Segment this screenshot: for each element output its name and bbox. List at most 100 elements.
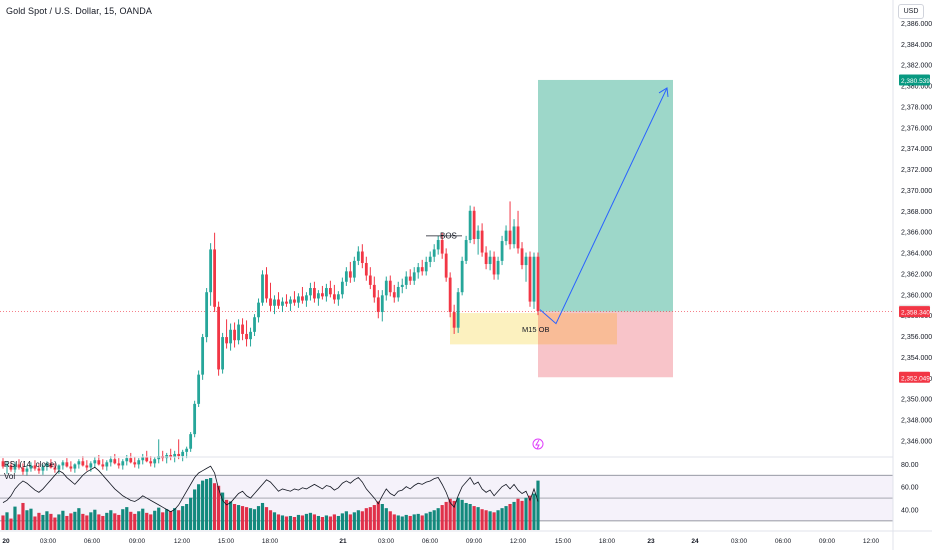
candle-body[interactable] xyxy=(468,210,472,241)
volume-bar[interactable] xyxy=(304,513,309,530)
target-zone[interactable] xyxy=(538,79,673,312)
volume-bar[interactable] xyxy=(149,514,153,530)
volume-bar[interactable] xyxy=(488,511,492,530)
volume-bar[interactable] xyxy=(316,515,321,530)
candle-body[interactable] xyxy=(520,248,524,266)
volume-bar[interactable] xyxy=(69,513,73,530)
volume-bar[interactable] xyxy=(332,514,336,530)
volume-bar[interactable] xyxy=(101,515,105,530)
volume-bar[interactable] xyxy=(340,513,344,530)
candle-body[interactable] xyxy=(464,240,468,261)
volume-bar[interactable] xyxy=(61,510,65,530)
volume-bar[interactable] xyxy=(508,504,512,530)
currency-button[interactable]: USD xyxy=(898,4,924,19)
candle-body[interactable] xyxy=(113,459,117,464)
volume-bar[interactable] xyxy=(512,501,516,530)
volume-bar[interactable] xyxy=(81,513,85,530)
volume-bar[interactable] xyxy=(464,502,468,530)
candle-body[interactable] xyxy=(332,294,336,300)
candle-body[interactable] xyxy=(432,249,436,257)
price-badge[interactable] xyxy=(899,371,930,383)
candle-body[interactable] xyxy=(380,295,384,313)
candle-body[interactable] xyxy=(21,467,25,472)
candle-body[interactable] xyxy=(153,459,157,464)
volume-bar[interactable] xyxy=(396,515,400,530)
candle-body[interactable] xyxy=(460,260,464,293)
candle-body[interactable] xyxy=(289,299,292,304)
candle-body[interactable] xyxy=(33,465,37,469)
candle-body[interactable] xyxy=(336,294,340,300)
volume-bar[interactable] xyxy=(400,516,404,530)
volume-bar[interactable] xyxy=(244,507,249,530)
volume-bar[interactable] xyxy=(252,509,257,530)
volume-bar[interactable] xyxy=(93,509,97,530)
volume-bar[interactable] xyxy=(356,510,360,530)
candle-body[interactable] xyxy=(1,461,5,467)
candle-body[interactable] xyxy=(368,275,372,285)
volume-bar[interactable] xyxy=(468,504,472,530)
candle-body[interactable] xyxy=(13,464,17,470)
price-badge[interactable] xyxy=(899,74,930,86)
candle-body[interactable] xyxy=(476,230,480,239)
volume-bar[interactable] xyxy=(288,515,293,530)
candle-body[interactable] xyxy=(348,271,352,278)
candle-body[interactable] xyxy=(97,460,101,465)
candle-body[interactable] xyxy=(177,453,181,457)
candle-body[interactable] xyxy=(416,267,420,273)
projection-arrow[interactable] xyxy=(539,87,668,325)
candle-body[interactable] xyxy=(277,299,280,306)
volume-bar[interactable] xyxy=(496,510,500,530)
volume-bar[interactable] xyxy=(181,506,185,530)
candle-body[interactable] xyxy=(448,277,452,313)
candle-body[interactable] xyxy=(328,288,332,295)
candle-body[interactable] xyxy=(384,280,388,296)
candle-body[interactable] xyxy=(241,324,244,334)
candle-body[interactable] xyxy=(157,456,161,460)
volume-bar[interactable] xyxy=(264,507,269,530)
volume-bar[interactable] xyxy=(520,500,524,530)
candle-body[interactable] xyxy=(456,292,460,328)
candle-body[interactable] xyxy=(404,276,408,285)
volume-bar[interactable] xyxy=(197,484,201,530)
candle-body[interactable] xyxy=(129,458,133,463)
volume-bar[interactable] xyxy=(348,514,352,530)
volume-bar[interactable] xyxy=(412,514,416,530)
candle-body[interactable] xyxy=(352,260,356,278)
candle-body[interactable] xyxy=(201,337,205,375)
volume-bar[interactable] xyxy=(420,515,424,530)
candle-body[interactable] xyxy=(265,274,268,299)
candle-body[interactable] xyxy=(109,459,113,463)
candle-body[interactable] xyxy=(293,299,296,303)
volume-bar[interactable] xyxy=(228,501,233,530)
candles[interactable] xyxy=(1,201,540,476)
candle-body[interactable] xyxy=(412,272,416,281)
candle-body[interactable] xyxy=(444,253,448,278)
volume-bar[interactable] xyxy=(173,508,177,530)
candle-body[interactable] xyxy=(217,306,220,370)
volume-bar[interactable] xyxy=(268,510,273,530)
candle-body[interactable] xyxy=(45,463,49,467)
volume-bar[interactable] xyxy=(260,502,265,530)
candle-body[interactable] xyxy=(396,286,400,298)
candle-body[interactable] xyxy=(213,249,217,307)
candle-body[interactable] xyxy=(285,301,288,304)
volume-bar[interactable] xyxy=(300,515,305,530)
candle-body[interactable] xyxy=(173,453,177,458)
candle-body[interactable] xyxy=(105,462,109,467)
candle-body[interactable] xyxy=(25,468,29,472)
volume-bar[interactable] xyxy=(312,514,317,530)
volume-bar[interactable] xyxy=(169,511,173,530)
volume-bar[interactable] xyxy=(9,518,13,530)
candle-body[interactable] xyxy=(229,329,232,344)
volume-bar[interactable] xyxy=(157,507,161,530)
candle-body[interactable] xyxy=(137,460,141,465)
volume-bar[interactable] xyxy=(408,515,412,530)
volume-bar[interactable] xyxy=(368,507,372,530)
volume-bar[interactable] xyxy=(452,500,456,530)
volume-bar[interactable] xyxy=(53,517,57,530)
volume-bar[interactable] xyxy=(500,508,504,530)
candle-body[interactable] xyxy=(420,267,424,272)
volume-bar[interactable] xyxy=(492,512,496,530)
candle-body[interactable] xyxy=(452,312,456,328)
volume-bar[interactable] xyxy=(248,508,253,530)
